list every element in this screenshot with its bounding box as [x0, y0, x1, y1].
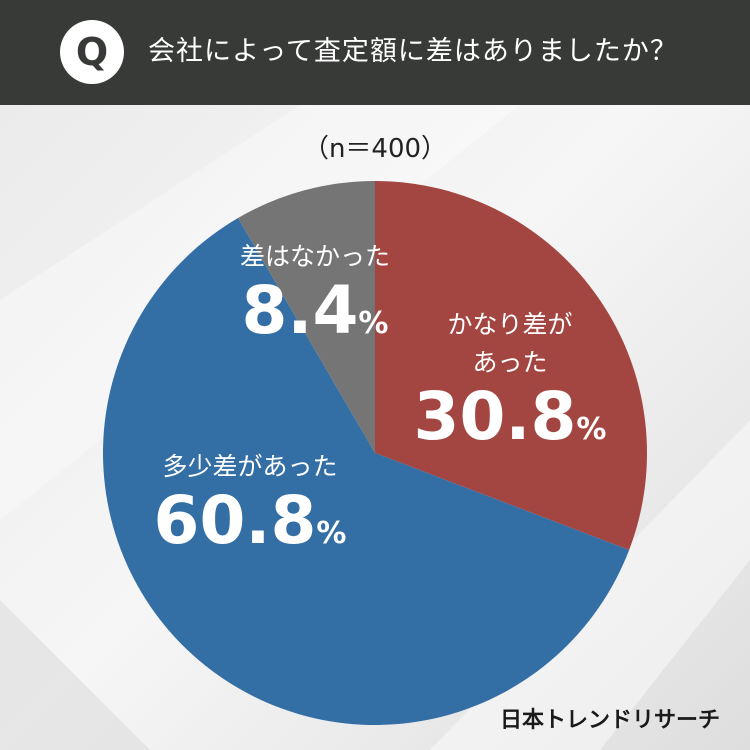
slice-value-blue: 60.8% — [153, 482, 347, 559]
slice-name-gray: 差はなかった — [239, 242, 390, 271]
question-icon: Q — [60, 20, 124, 84]
pie-slice-gray — [238, 181, 375, 453]
pie-slice-red — [375, 181, 647, 550]
sample-size: （n＝400） — [302, 134, 448, 164]
slice-label-red: かなり差が あった 30.8% — [400, 306, 620, 465]
slice-value-gray: 8.4% — [241, 272, 389, 349]
slice-name-red-line1: かなり差が — [447, 310, 573, 339]
header-bar: Q 会社によって査定額に差はありましたか？ — [0, 0, 750, 105]
slice-label-blue: 多少差があった 60.8% — [135, 448, 365, 569]
slice-label-gray: 差はなかった 8.4% — [215, 238, 415, 359]
question-text: 会社によって査定額に差はありましたか？ — [148, 36, 678, 67]
pie-slice-blue — [103, 218, 630, 726]
slice-name-red-line2: あった — [472, 348, 548, 377]
slice-value-red: 30.8% — [413, 378, 607, 455]
brand-logo: 日本トレンドリサーチ — [499, 708, 720, 733]
slice-name-blue: 多少差があった — [162, 452, 338, 481]
